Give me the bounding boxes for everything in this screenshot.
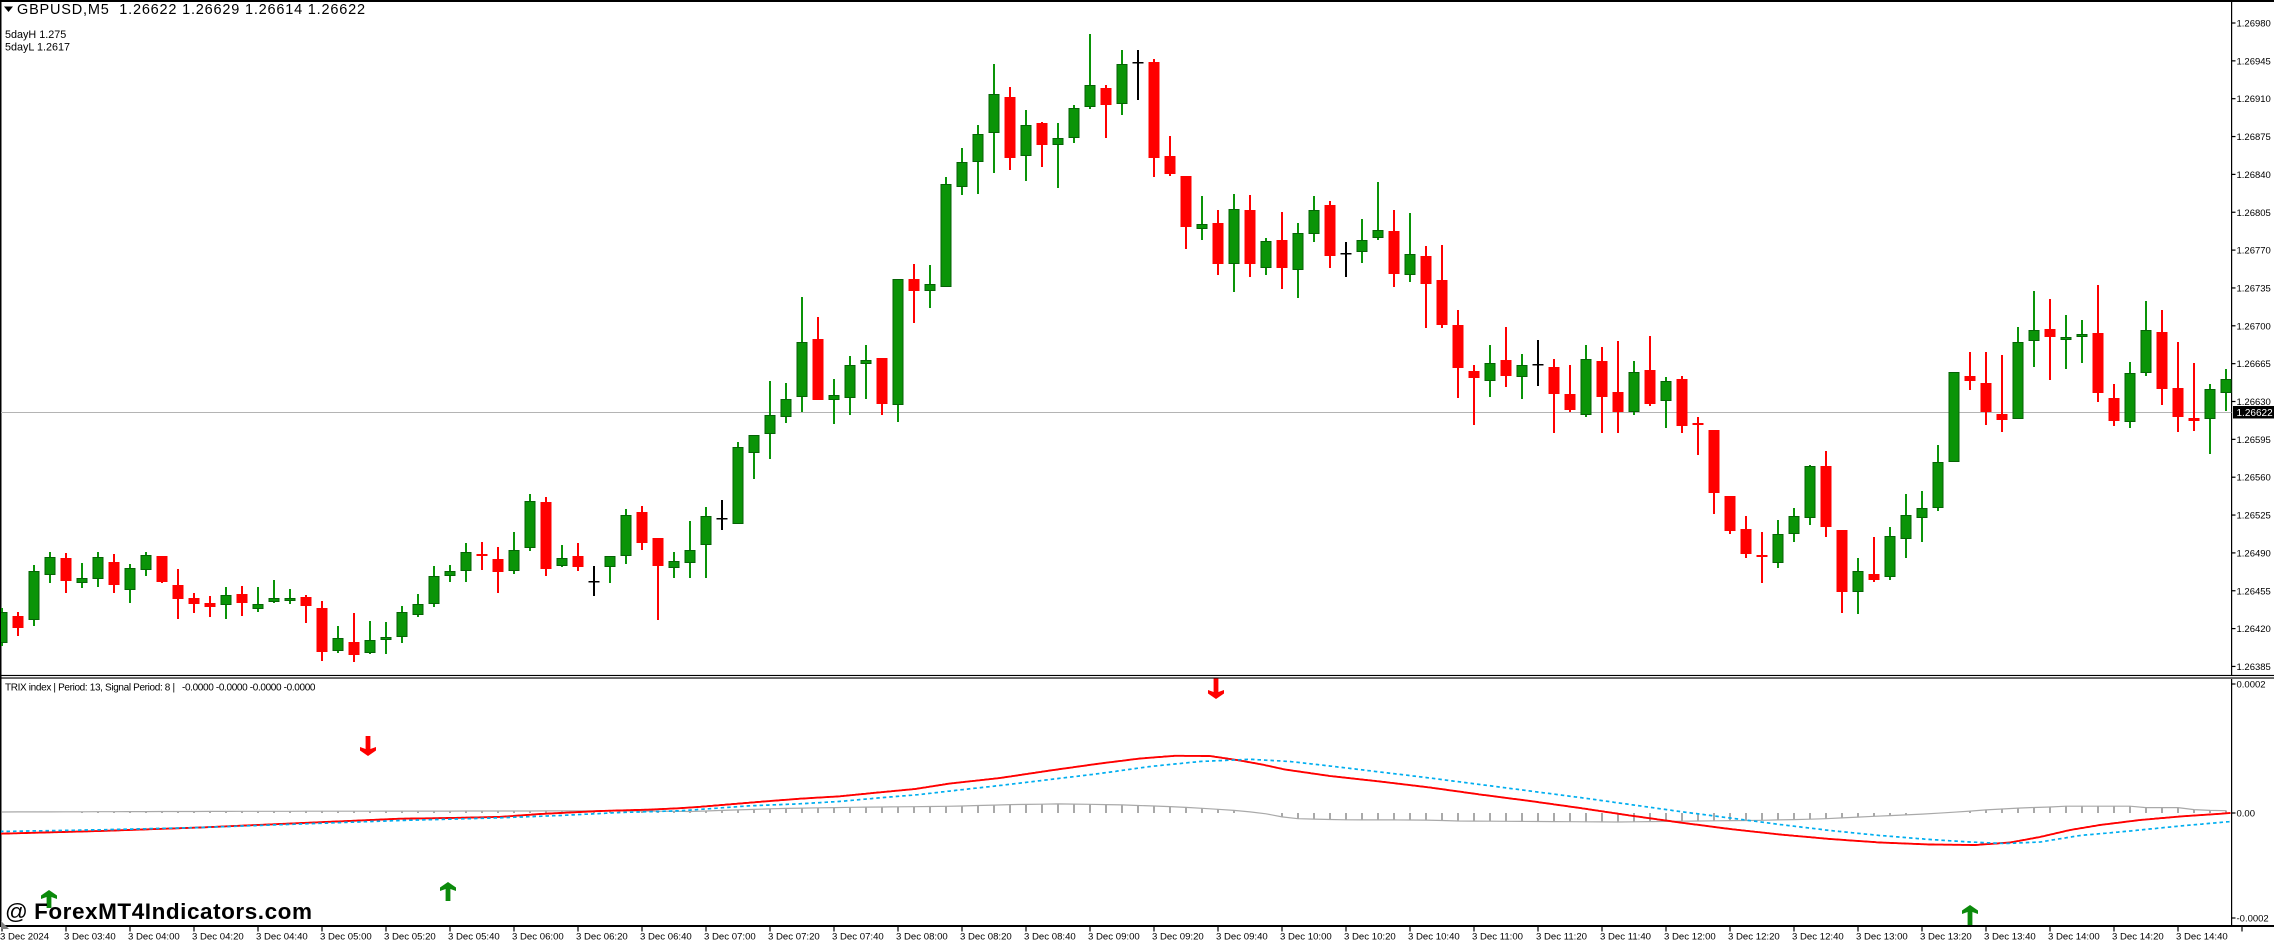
svg-text:3 Dec 10:00: 3 Dec 10:00 <box>1280 932 1332 943</box>
svg-text:3 Dec 07:40: 3 Dec 07:40 <box>832 932 884 943</box>
svg-text:3 Dec 07:20: 3 Dec 07:20 <box>768 932 820 943</box>
svg-text:3 Dec 09:00: 3 Dec 09:00 <box>1088 932 1140 943</box>
svg-text:1.26630: 1.26630 <box>2237 397 2271 408</box>
svg-text:3 Dec 05:00: 3 Dec 05:00 <box>320 932 372 943</box>
svg-text:3 Dec 03:40: 3 Dec 03:40 <box>64 932 116 943</box>
svg-text:1.26735: 1.26735 <box>2237 283 2271 294</box>
svg-text:TRIX index | Period: 13, Signa: TRIX index | Period: 13, Signal Period: … <box>5 683 316 694</box>
svg-text:3 Dec 05:40: 3 Dec 05:40 <box>448 932 500 943</box>
svg-text:3 Dec 12:40: 3 Dec 12:40 <box>1792 932 1844 943</box>
svg-text:3 Dec 08:20: 3 Dec 08:20 <box>960 932 1012 943</box>
svg-text:3 Dec 12:20: 3 Dec 12:20 <box>1728 932 1780 943</box>
svg-text:3 Dec 08:40: 3 Dec 08:40 <box>1024 932 1076 943</box>
svg-text:0.0002: 0.0002 <box>2237 680 2266 691</box>
svg-text:1.26420: 1.26420 <box>2237 624 2271 635</box>
svg-text:3 Dec 12:00: 3 Dec 12:00 <box>1664 932 1716 943</box>
svg-text:3 Dec 11:40: 3 Dec 11:40 <box>1600 932 1651 943</box>
svg-text:3 Dec 06:40: 3 Dec 06:40 <box>640 932 692 943</box>
svg-text:3 Dec 13:40: 3 Dec 13:40 <box>1984 932 2036 943</box>
svg-text:1.26840: 1.26840 <box>2237 170 2271 181</box>
svg-text:5dayH 1.275: 5dayH 1.275 <box>5 29 66 41</box>
svg-text:GBPUSD,M5 1.26622 1.26629 1.2: GBPUSD,M5 1.26622 1.26629 1.26614 1.2662… <box>17 2 366 18</box>
svg-text:3 Dec 10:40: 3 Dec 10:40 <box>1408 932 1460 943</box>
svg-text:1.26770: 1.26770 <box>2237 246 2271 257</box>
svg-text:3 Dec 09:20: 3 Dec 09:20 <box>1152 932 1204 943</box>
svg-text:1.26560: 1.26560 <box>2237 473 2271 484</box>
svg-text:3 Dec 14:20: 3 Dec 14:20 <box>2112 932 2164 943</box>
svg-text:1.26595: 1.26595 <box>2237 435 2271 446</box>
svg-text:3 Dec 04:40: 3 Dec 04:40 <box>256 932 308 943</box>
svg-text:-0.0002: -0.0002 <box>2237 914 2269 925</box>
svg-text:1.26665: 1.26665 <box>2237 359 2271 370</box>
svg-text:1.26945: 1.26945 <box>2237 56 2271 67</box>
svg-text:3 Dec 05:20: 3 Dec 05:20 <box>384 932 436 943</box>
svg-text:3 Dec 09:40: 3 Dec 09:40 <box>1216 932 1268 943</box>
svg-text:3 Dec 10:20: 3 Dec 10:20 <box>1344 932 1396 943</box>
svg-text:3 Dec 11:20: 3 Dec 11:20 <box>1536 932 1587 943</box>
svg-text:1.26622: 1.26622 <box>2237 408 2274 419</box>
svg-text:3 Dec 04:00: 3 Dec 04:00 <box>128 932 180 943</box>
svg-text:3 Dec 13:00: 3 Dec 13:00 <box>1856 932 1908 943</box>
svg-text:1.26805: 1.26805 <box>2237 208 2271 219</box>
svg-text:3 Dec 07:00: 3 Dec 07:00 <box>704 932 756 943</box>
svg-text:@ ForexMT4Indicators.com: @ ForexMT4Indicators.com <box>5 899 313 924</box>
svg-text:3 Dec 04:20: 3 Dec 04:20 <box>192 932 244 943</box>
svg-text:1.26875: 1.26875 <box>2237 132 2271 143</box>
svg-text:3 Dec 14:00: 3 Dec 14:00 <box>2048 932 2100 943</box>
svg-text:1.26455: 1.26455 <box>2237 586 2271 597</box>
svg-text:3 Dec 06:00: 3 Dec 06:00 <box>512 932 564 943</box>
svg-text:0.00: 0.00 <box>2237 809 2256 820</box>
svg-text:3 Dec 13:20: 3 Dec 13:20 <box>1920 932 1972 943</box>
svg-text:3 Dec 06:20: 3 Dec 06:20 <box>576 932 628 943</box>
svg-text:3 Dec 14:40: 3 Dec 14:40 <box>2176 932 2228 943</box>
svg-text:3 Dec 2024: 3 Dec 2024 <box>0 932 50 943</box>
svg-text:1.26385: 1.26385 <box>2237 662 2271 673</box>
svg-text:3 Dec 11:00: 3 Dec 11:00 <box>1472 932 1523 943</box>
svg-text:1.26525: 1.26525 <box>2237 511 2271 522</box>
svg-text:1.26910: 1.26910 <box>2237 94 2271 105</box>
svg-text:1.26490: 1.26490 <box>2237 548 2271 559</box>
svg-text:5dayL 1.2617: 5dayL 1.2617 <box>5 42 70 54</box>
svg-text:3 Dec 08:00: 3 Dec 08:00 <box>896 932 948 943</box>
svg-text:1.26700: 1.26700 <box>2237 321 2271 332</box>
svg-text:1.26980: 1.26980 <box>2237 19 2271 30</box>
